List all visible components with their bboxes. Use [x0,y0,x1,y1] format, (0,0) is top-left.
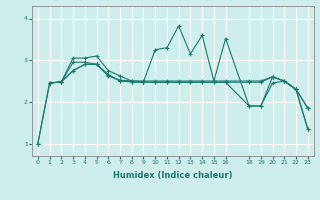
X-axis label: Humidex (Indice chaleur): Humidex (Indice chaleur) [113,171,233,180]
